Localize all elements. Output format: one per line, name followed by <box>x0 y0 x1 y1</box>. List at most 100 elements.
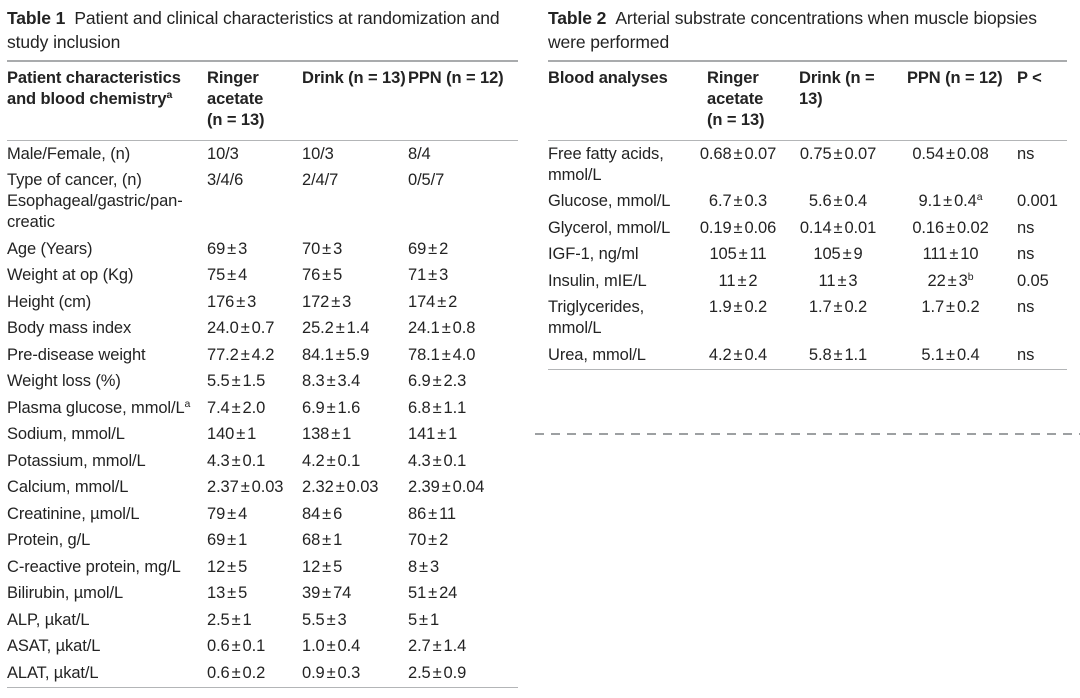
cell: 2.37 ± 0.03 <box>207 478 284 496</box>
cell: 4.3 ± 0.1 <box>408 451 467 470</box>
cell: 0.14 ± 0.01 <box>799 218 877 237</box>
cell: Pre-disease weight <box>7 345 146 364</box>
cell: 0.001 <box>1017 192 1058 210</box>
table1: Patient characteristics and blood chemist… <box>7 60 518 688</box>
cell: 174 ± 2 <box>408 292 458 311</box>
cell: 1.9 ± 0.2 <box>708 298 768 316</box>
cell: 6.9 ± 1.6 <box>302 398 361 417</box>
table-row: Plasma glucose, mmol/La 7.4 ± 2.0 6.9 ± 1.… <box>7 395 518 422</box>
cell: 105 ± 11 <box>709 245 767 263</box>
cell: 24.1 ± 0.8 <box>408 319 476 337</box>
column-header: Ringer acetate (n = 13) <box>693 60 785 141</box>
cell: Bilirubin, µmol/L <box>7 584 124 602</box>
cell: Potassium, mmol/L <box>7 451 146 470</box>
dashed-divider <box>535 433 1080 435</box>
table2-panel: Table 2 Arterial substrate concentrations… <box>535 6 1080 435</box>
cell: 141 ± 1 <box>408 425 458 443</box>
cell: Weight at op (Kg) <box>7 266 134 284</box>
table-row: Insulin, mIE/L 11 ± 2 11 ± 3 22 ± 3b 0.05 <box>548 268 1067 295</box>
cell: 5 ± 1 <box>408 610 440 629</box>
cell: Male/Female, (n) <box>7 144 131 163</box>
cell: 22 ± 3b <box>927 270 974 290</box>
table-row: Height (cm) 176 ± 3 172 ± 3 174 ± 2 <box>7 289 518 316</box>
table-row: Weight loss (%) 5.5 ± 1.5 8.3 ± 3.4 6.9 ± 2… <box>7 369 518 396</box>
column-header: PPN (n = 12) <box>893 60 1010 141</box>
cell: C-reactive protein, mg/L <box>7 557 181 576</box>
cell: 24.0 ± 0.7 <box>207 319 275 337</box>
cell: 2/4/7 <box>302 171 339 189</box>
header-row: Blood analyses Ringer acetate (n = 13) Drink… <box>548 60 1067 141</box>
cell: 140 ± 1 <box>207 425 257 443</box>
cell: 0.75 ± 0.07 <box>799 144 877 163</box>
cell: 11 ± 3 <box>818 271 858 290</box>
cell: 10/3 <box>302 144 334 163</box>
cell: 4.3 ± 0.1 <box>207 451 266 470</box>
cell: Protein, g/L <box>7 531 91 549</box>
cell: 75 ± 4 <box>207 266 248 284</box>
table1-title-text: Patient and clinical characteristics at … <box>7 8 500 52</box>
cell: 0/5/7 <box>408 171 445 189</box>
cell: Urea, mmol/L <box>548 345 646 364</box>
cell: 5.5 ± 3 <box>302 610 347 629</box>
cell: Calcium, mmol/L <box>7 478 129 496</box>
column-header: PPN (n = 12) <box>408 60 518 141</box>
cell: Sodium, mmol/L <box>7 425 125 443</box>
cell: 12 ± 5 <box>207 557 248 576</box>
cell: ASAT, µkat/L <box>7 637 101 655</box>
cell: Glucose, mmol/L <box>548 192 671 210</box>
table-row: Calcium, mmol/L 2.37 ± 0.03 2.32 ± 0.03 2.3… <box>7 475 518 502</box>
table-row: Type of cancer, (n) Esophageal/gastric/pa… <box>7 168 518 237</box>
cell: 1.0 ± 0.4 <box>302 637 361 655</box>
cell: IGF-1, ng/ml <box>548 245 639 263</box>
column-header: P < <box>1010 60 1067 141</box>
cell: ns <box>1017 345 1035 364</box>
cell: 68 ± 1 <box>302 531 343 549</box>
table-row: Pre-disease weight 77.2 ± 4.2 84.1 ± 5.9 78… <box>7 342 518 369</box>
cell: 10/3 <box>207 144 239 163</box>
cell: Type of cancer, (n) Esophageal/gastric/pa… <box>7 171 183 231</box>
cell: 71 ± 3 <box>408 266 449 284</box>
cell: 2.5 ± 1 <box>207 610 252 629</box>
cell: 0.05 <box>1017 271 1049 290</box>
cell: 2.39 ± 0.04 <box>408 478 485 496</box>
table1-panel: Table 1 Patient and clinical characterist… <box>7 6 518 688</box>
cell: ns <box>1017 218 1035 237</box>
table-row: Age (Years) 69 ± 3 70 ± 3 69 ± 2 <box>7 236 518 263</box>
cell: Weight loss (%) <box>7 372 121 390</box>
table1-title: Table 1 Patient and clinical characterist… <box>7 6 518 54</box>
cell: 2.5 ± 0.9 <box>408 663 467 682</box>
table-row: Glucose, mmol/L 6.7 ± 0.3 5.6 ± 0.4 9.1 ± 0… <box>548 189 1067 216</box>
cell: Creatinine, µmol/L <box>7 504 140 523</box>
cell: 8.3 ± 3.4 <box>302 372 361 390</box>
cell: 69 ± 3 <box>207 239 248 258</box>
cell: 0.68 ± 0.07 <box>699 144 777 163</box>
header-row: Patient characteristics and blood chemist… <box>7 60 518 141</box>
table2-title: Table 2 Arterial substrate concentrations… <box>548 6 1067 54</box>
table-row: Male/Female, (n) 10/3 10/3 8/4 <box>7 141 518 168</box>
cell: 0.6 ± 0.1 <box>207 637 266 655</box>
cell: 69 ± 2 <box>408 239 449 258</box>
cell: 111 ± 10 <box>922 245 979 263</box>
cell: 86 ± 11 <box>408 504 457 523</box>
cell: 70 ± 2 <box>408 531 449 549</box>
cell: Plasma glucose, mmol/La <box>7 397 191 417</box>
cell: ns <box>1017 144 1035 163</box>
cell: 39 ± 74 <box>302 584 352 602</box>
table-row: Creatinine, µmol/L 79 ± 4 84 ± 6 86 ± 11 <box>7 501 518 528</box>
cell: 25.2 ± 1.4 <box>302 319 370 337</box>
cell: 12 ± 5 <box>302 557 343 576</box>
cell: ns <box>1017 298 1035 316</box>
table-row: C-reactive protein, mg/L 12 ± 5 12 ± 5 8 ± … <box>7 554 518 581</box>
table-row: Body mass index 24.0 ± 0.7 25.2 ± 1.4 24.1 … <box>7 316 518 343</box>
cell: 2.32 ± 0.03 <box>302 478 379 496</box>
cell: 7.4 ± 2.0 <box>207 398 266 417</box>
cell: 5.6 ± 0.4 <box>808 192 868 210</box>
cell: 51 ± 24 <box>408 584 458 602</box>
cell: 6.9 ± 2.3 <box>408 372 467 390</box>
cell: 4.2 ± 0.4 <box>708 345 768 364</box>
table-row: Free fatty acids, mmol/L 0.68 ± 0.07 0.75 ±… <box>548 141 1067 189</box>
table-row: IGF-1, ng/ml 105 ± 11 105 ± 9 111 ± 10 ns <box>548 242 1067 269</box>
cell: Triglycerides, mmol/L <box>548 298 645 337</box>
cell: 172 ± 3 <box>302 292 352 311</box>
